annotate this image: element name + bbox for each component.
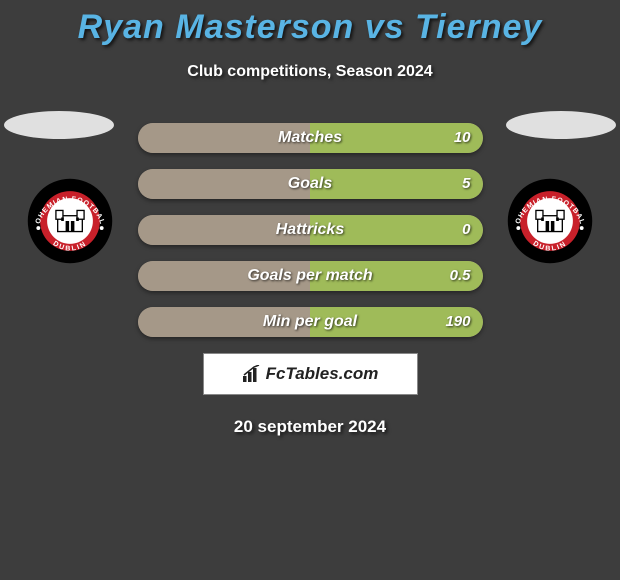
stat-label: Matches [138, 123, 483, 153]
stat-value-right: 0 [462, 215, 470, 245]
ellipse-shadow-right [506, 111, 616, 139]
page-title: Ryan Masterson vs Tierney [0, 0, 620, 47]
stat-label: Goals [138, 169, 483, 199]
club-crest-right: BOHEMIAN FOOTBALL DUBLIN [500, 177, 600, 265]
stat-row: Goals5 [138, 169, 483, 199]
club-crest-left: BOHEMIAN FOOTBALL DUBLIN [20, 177, 120, 265]
subtitle: Club competitions, Season 2024 [0, 63, 620, 81]
stat-value-right: 5 [462, 169, 470, 199]
stat-row: Matches10 [138, 123, 483, 153]
stat-rows: Matches10 Goals5 Hattricks0 Goals per match… [138, 123, 483, 337]
attribution-text: FcTables.com [266, 364, 379, 384]
stat-value-right: 10 [454, 123, 471, 153]
attribution-logo: FcTables.com [242, 364, 379, 384]
crest-icon: BOHEMIAN FOOTBALL DUBLIN [500, 177, 600, 265]
stat-row: Min per goal190 [138, 307, 483, 337]
stat-row: Hattricks0 [138, 215, 483, 245]
crest-icon: BOHEMIAN FOOTBALL DUBLIN [20, 177, 120, 265]
date-label: 20 september 2024 [0, 417, 620, 437]
stat-label: Goals per match [138, 261, 483, 291]
stat-row: Goals per match0.5 [138, 261, 483, 291]
comparison-content: BOHEMIAN FOOTBALL DUBLIN BOHEMIAN FOOTBA… [0, 123, 620, 437]
attribution-box: FcTables.com [203, 353, 418, 395]
ellipse-shadow-left [4, 111, 114, 139]
stat-value-right: 190 [445, 307, 470, 337]
stat-label: Min per goal [138, 307, 483, 337]
stat-label: Hattricks [138, 215, 483, 245]
bars-icon [242, 365, 264, 383]
stat-value-right: 0.5 [450, 261, 471, 291]
